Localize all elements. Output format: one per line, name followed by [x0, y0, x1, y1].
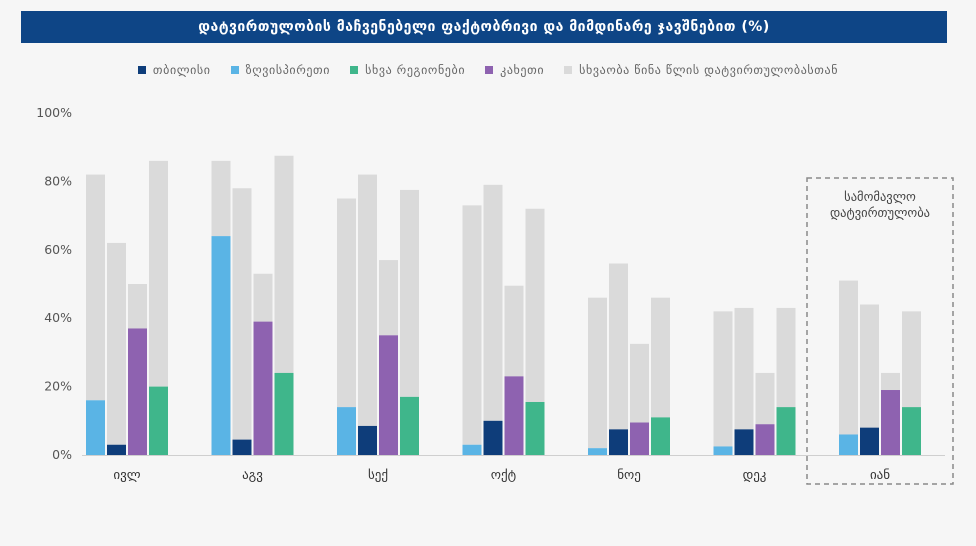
chart-legend: თბილისი ზღვისპირეთი სხვა რეგიონები კახეთ…	[0, 60, 976, 80]
series-bar	[274, 372, 294, 455]
difference-bar	[630, 343, 649, 423]
series-bar	[860, 427, 879, 455]
x-category-label: ივლ	[113, 468, 140, 483]
series-bar	[337, 407, 356, 455]
difference-bar	[253, 273, 273, 322]
y-tick-label: 80%	[44, 173, 72, 188]
series-bar	[504, 376, 524, 455]
projected-label-line2: დატვირთულობა	[830, 205, 930, 220]
x-category-label: დეკ	[743, 468, 767, 483]
projected-box	[806, 177, 954, 485]
legend-item-kakheti: კახეთი	[485, 63, 544, 77]
series-bar	[525, 401, 545, 455]
legend-label: თბილისი	[152, 63, 211, 77]
difference-bar	[232, 188, 252, 440]
legend-item-other-regions: სხვა რეგიონები	[350, 63, 465, 77]
series-bar	[400, 396, 419, 455]
series-bar	[776, 407, 796, 455]
series-bar	[358, 425, 377, 455]
series-bar	[755, 424, 775, 455]
legend-item-coast: ზღვისპირეთი	[230, 63, 331, 77]
y-tick-label: 0%	[52, 447, 72, 462]
series-bar	[651, 417, 670, 455]
difference-bar	[734, 307, 754, 430]
difference-bar	[86, 174, 105, 401]
legend-swatch	[350, 66, 359, 74]
series-bar	[483, 420, 503, 455]
series-bar	[107, 444, 126, 455]
difference-bar	[881, 372, 900, 391]
series-bar	[232, 439, 252, 455]
difference-bar	[776, 307, 796, 408]
x-category-label: ოქტ	[491, 468, 516, 483]
series-bar	[211, 236, 231, 455]
difference-bar	[755, 372, 775, 425]
chart-title: დატვირთულობის მაჩვენებელი ფაქტობრივი და …	[21, 11, 947, 43]
series-bar	[881, 390, 900, 455]
difference-bar	[274, 155, 294, 373]
legend-label: სხვაობა წინა წლის დატვირთულობასთან	[579, 63, 839, 77]
series-bar	[839, 434, 858, 455]
series-bar	[609, 429, 628, 455]
difference-bar	[525, 208, 545, 402]
y-tick-label: 100%	[36, 105, 72, 120]
difference-bar	[839, 280, 858, 435]
projected-label-line1: სამომავლო	[844, 189, 916, 204]
legend-label: ზღვისპირეთი	[245, 63, 331, 77]
x-category-label: სექ	[368, 468, 388, 483]
difference-bar	[107, 242, 126, 445]
legend-swatch	[485, 66, 494, 74]
legend-item-difference: სხვაობა წინა წლის დატვირთულობასთან	[564, 63, 838, 77]
series-bar	[588, 448, 607, 455]
y-tick-label: 60%	[44, 242, 72, 257]
x-category-label: აგვ	[242, 468, 263, 483]
y-tick-label: 20%	[44, 379, 72, 394]
difference-bar	[902, 311, 921, 408]
series-bar	[713, 446, 733, 455]
difference-bar	[651, 297, 670, 418]
y-tick-label: 40%	[44, 310, 72, 325]
legend-swatch	[137, 66, 146, 74]
series-bar	[902, 407, 921, 455]
x-category-label: იან	[870, 468, 890, 483]
difference-bar	[462, 205, 482, 445]
difference-bar	[358, 174, 377, 426]
series-bar	[253, 321, 273, 455]
series-bar	[149, 386, 168, 455]
legend-swatch	[230, 66, 239, 74]
difference-bar	[483, 184, 503, 421]
series-bar	[379, 335, 398, 455]
legend-label: სხვა რეგიონები	[365, 63, 466, 77]
series-bar	[128, 328, 147, 455]
x-category-label: ნოე	[617, 468, 641, 483]
difference-bar	[504, 285, 524, 377]
series-bar	[462, 444, 482, 455]
difference-bar	[379, 260, 398, 336]
difference-bar	[400, 189, 419, 397]
series-bar	[630, 422, 649, 455]
difference-bar	[149, 160, 168, 387]
difference-bar	[337, 198, 356, 408]
series-bar	[734, 429, 754, 455]
difference-bar	[860, 304, 879, 428]
difference-bar	[128, 284, 147, 329]
legend-item-tbilisi: თბილისი	[137, 63, 211, 77]
difference-bar	[713, 311, 733, 447]
legend-label: კახეთი	[500, 63, 545, 77]
series-bar	[86, 400, 105, 455]
difference-bar	[609, 263, 628, 430]
difference-bar	[211, 160, 231, 237]
difference-bar	[588, 297, 607, 449]
legend-swatch	[564, 66, 573, 74]
